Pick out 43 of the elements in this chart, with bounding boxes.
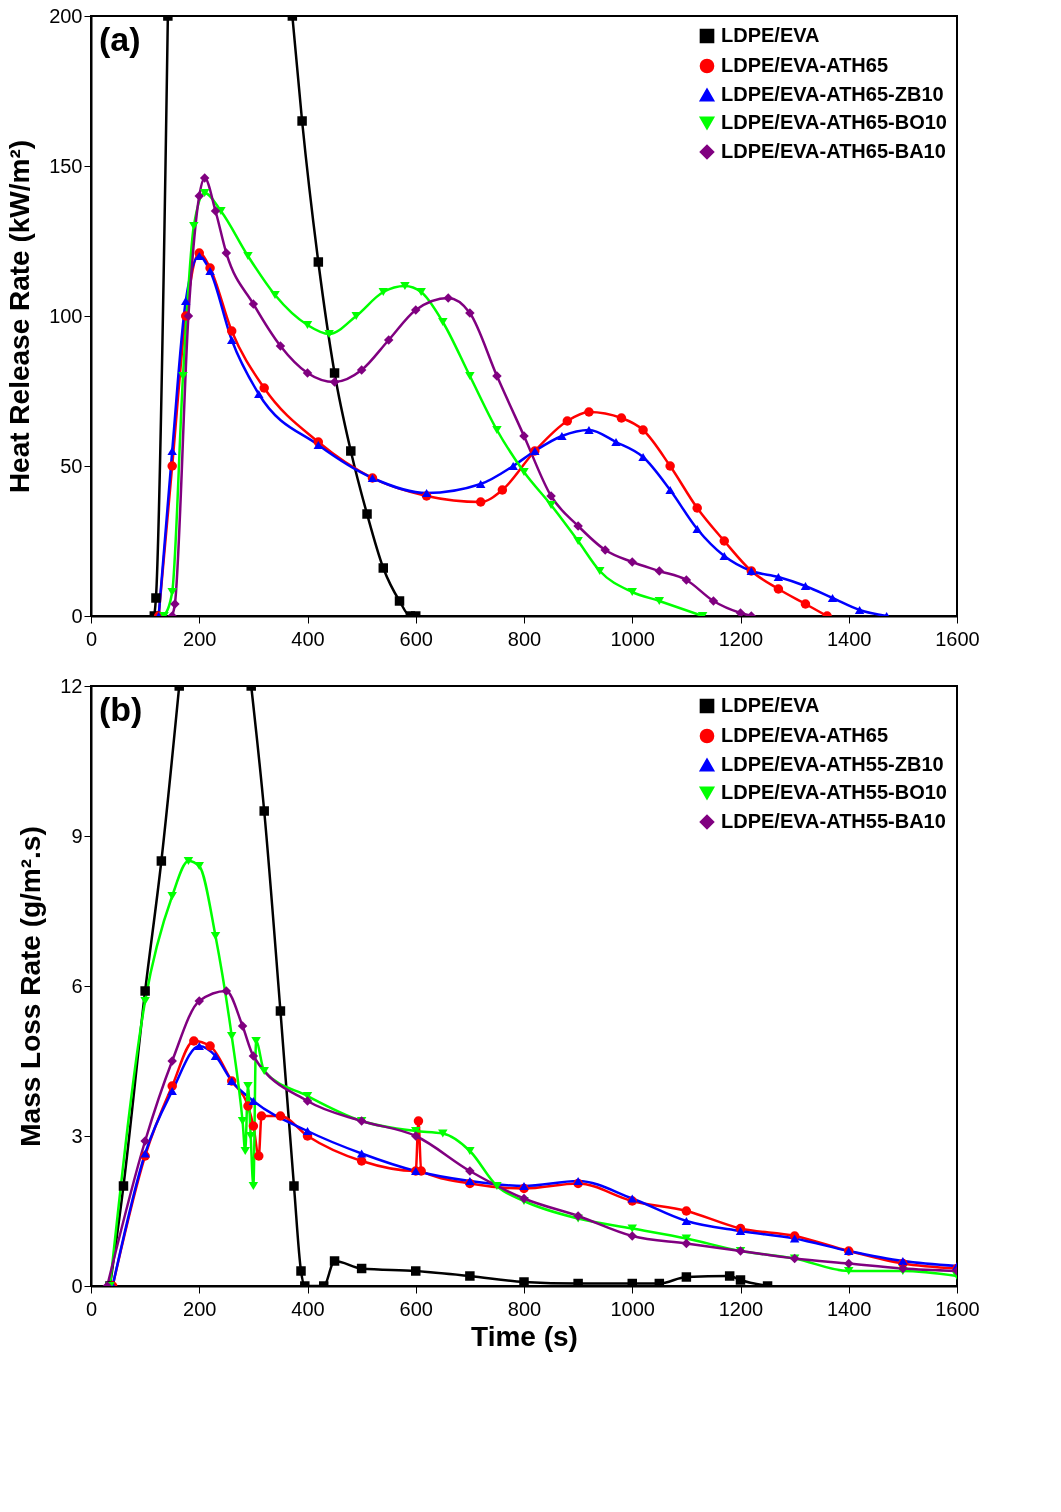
y-tick-label: 100 xyxy=(49,304,83,327)
x-tick-label: 600 xyxy=(399,1297,433,1320)
annotation: (a) xyxy=(99,20,141,58)
x-tick-label: 1000 xyxy=(610,627,655,650)
x-tick-label: 200 xyxy=(183,1297,217,1320)
x-tick-label: 1600 xyxy=(935,627,980,650)
legend-label: LDPE/EVA-ATH65-BA10 xyxy=(721,140,946,162)
legend-label: LDPE/EVA xyxy=(721,24,820,46)
legend-label: LDPE/EVA-ATH65-BO10 xyxy=(721,111,947,133)
legend-label: LDPE/EVA-ATH55-ZB10 xyxy=(721,753,944,775)
x-tick-label: 800 xyxy=(507,627,542,650)
annotation: (b) xyxy=(99,690,143,728)
x-tick-label: 1000 xyxy=(610,1297,655,1320)
y-tick-label: 0 xyxy=(71,604,83,627)
y-tick-label: 9 xyxy=(71,824,83,847)
x-tick-label: 0 xyxy=(85,627,98,650)
x-tick-label: 1600 xyxy=(935,1297,980,1320)
y-tick-label: 50 xyxy=(60,454,83,477)
legend-label: LDPE/EVA-ATH55-BA10 xyxy=(721,810,946,832)
legend-label: LDPE/EVA-ATH65 xyxy=(721,54,889,76)
x-tick-label: 400 xyxy=(291,627,325,650)
legend-label: LDPE/EVA-ATH65-ZB10 xyxy=(721,83,944,105)
x-tick-label: 1400 xyxy=(827,627,872,650)
x-tick-label: 600 xyxy=(399,627,433,650)
x-axis-title: Time (s) xyxy=(471,1320,578,1352)
x-tick-label: 0 xyxy=(85,1297,98,1320)
x-tick-label: 400 xyxy=(291,1297,325,1320)
x-tick-label: 1200 xyxy=(718,627,764,650)
y-tick-label: 3 xyxy=(71,1124,83,1147)
legend-label: LDPE/EVA xyxy=(721,694,820,716)
legend-label: LDPE/EVA-ATH55-BO10 xyxy=(721,781,947,803)
y-tick-label: 0 xyxy=(71,1274,83,1297)
y-tick-label: 200 xyxy=(49,4,83,27)
legend-label: LDPE/EVA-ATH65 xyxy=(721,724,889,746)
y-tick-label: 6 xyxy=(71,974,83,997)
x-tick-label: 1400 xyxy=(827,1297,872,1320)
x-tick-label: 800 xyxy=(507,1297,542,1320)
y-axis-title: Heat Release Rate (kW/m²) xyxy=(4,139,36,494)
y-tick-label: 150 xyxy=(49,154,83,177)
x-tick-label: 1200 xyxy=(718,1297,764,1320)
x-tick-label: 200 xyxy=(183,627,217,650)
y-axis-title: Mass Loss Rate (g/m².s) xyxy=(15,826,47,1147)
y-tick-label: 12 xyxy=(60,674,83,697)
